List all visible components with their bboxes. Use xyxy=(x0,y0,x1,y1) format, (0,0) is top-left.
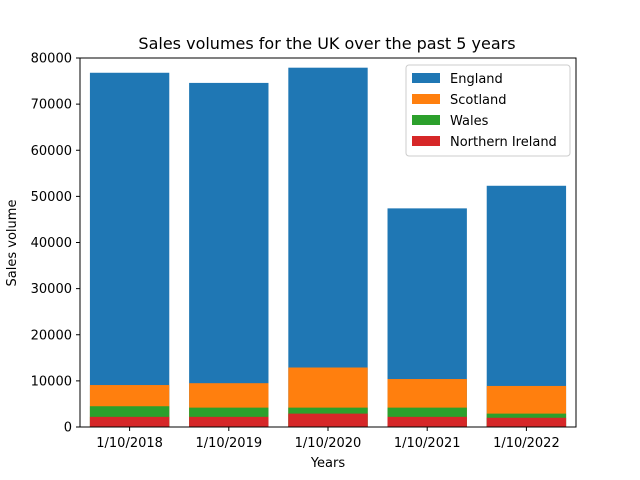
bar-england-2 xyxy=(189,82,269,427)
x-tick-label: 1/10/2019 xyxy=(195,436,262,451)
bars-layer xyxy=(89,67,567,427)
y-axis-label: Sales volume xyxy=(5,200,20,287)
y-tick-label: 10000 xyxy=(31,374,72,389)
legend-label-northern-ireland: Northern Ireland xyxy=(450,135,557,150)
legend-swatch-scotland xyxy=(412,94,440,104)
legend-swatch-wales xyxy=(412,115,440,125)
y-tick-label: 50000 xyxy=(31,190,72,205)
y-tick-label: 20000 xyxy=(31,328,72,343)
x-tick-label: 1/10/2018 xyxy=(96,436,163,451)
x-tick-label: 1/10/2021 xyxy=(394,436,461,451)
y-tick-label: 40000 xyxy=(31,236,72,251)
y-tick-label: 30000 xyxy=(31,282,72,297)
y-tick-label: 80000 xyxy=(31,52,72,67)
x-axis: 1/10/2018 1/10/2019 1/10/2020 1/10/2021 1/10… xyxy=(96,427,560,451)
legend-box xyxy=(405,64,571,157)
bar-england-3 xyxy=(288,67,368,427)
bar-northern-ireland-1 xyxy=(89,416,170,427)
bar-england-1 xyxy=(89,72,170,427)
x-axis-label: Years xyxy=(310,456,346,471)
x-tick-label: 1/10/2020 xyxy=(295,436,362,451)
legend-swatch-northern-ireland xyxy=(412,136,440,146)
y-axis: 0 10000 20000 30000 40000 50000 60000 70000 8000… xyxy=(31,52,80,436)
x-tick-label: 1/10/2022 xyxy=(493,436,560,451)
bar-northern-ireland-4 xyxy=(387,416,467,427)
bar-northern-ireland-5 xyxy=(486,417,567,427)
bar-northern-ireland-3 xyxy=(288,413,368,427)
y-tick-label: 70000 xyxy=(31,98,72,113)
legend-label-england: England xyxy=(450,72,503,87)
legend: England Scotland Wales Northern Ireland xyxy=(405,64,571,157)
legend-label-scotland: Scotland xyxy=(450,93,507,108)
legend-swatch-england xyxy=(412,73,440,83)
y-tick-label: 60000 xyxy=(31,144,72,159)
chart-title: Sales volumes for the UK over the past 5… xyxy=(138,34,515,53)
bar-northern-ireland-2 xyxy=(189,416,269,427)
y-tick-label: 0 xyxy=(64,421,72,436)
legend-label-wales: Wales xyxy=(450,114,489,129)
